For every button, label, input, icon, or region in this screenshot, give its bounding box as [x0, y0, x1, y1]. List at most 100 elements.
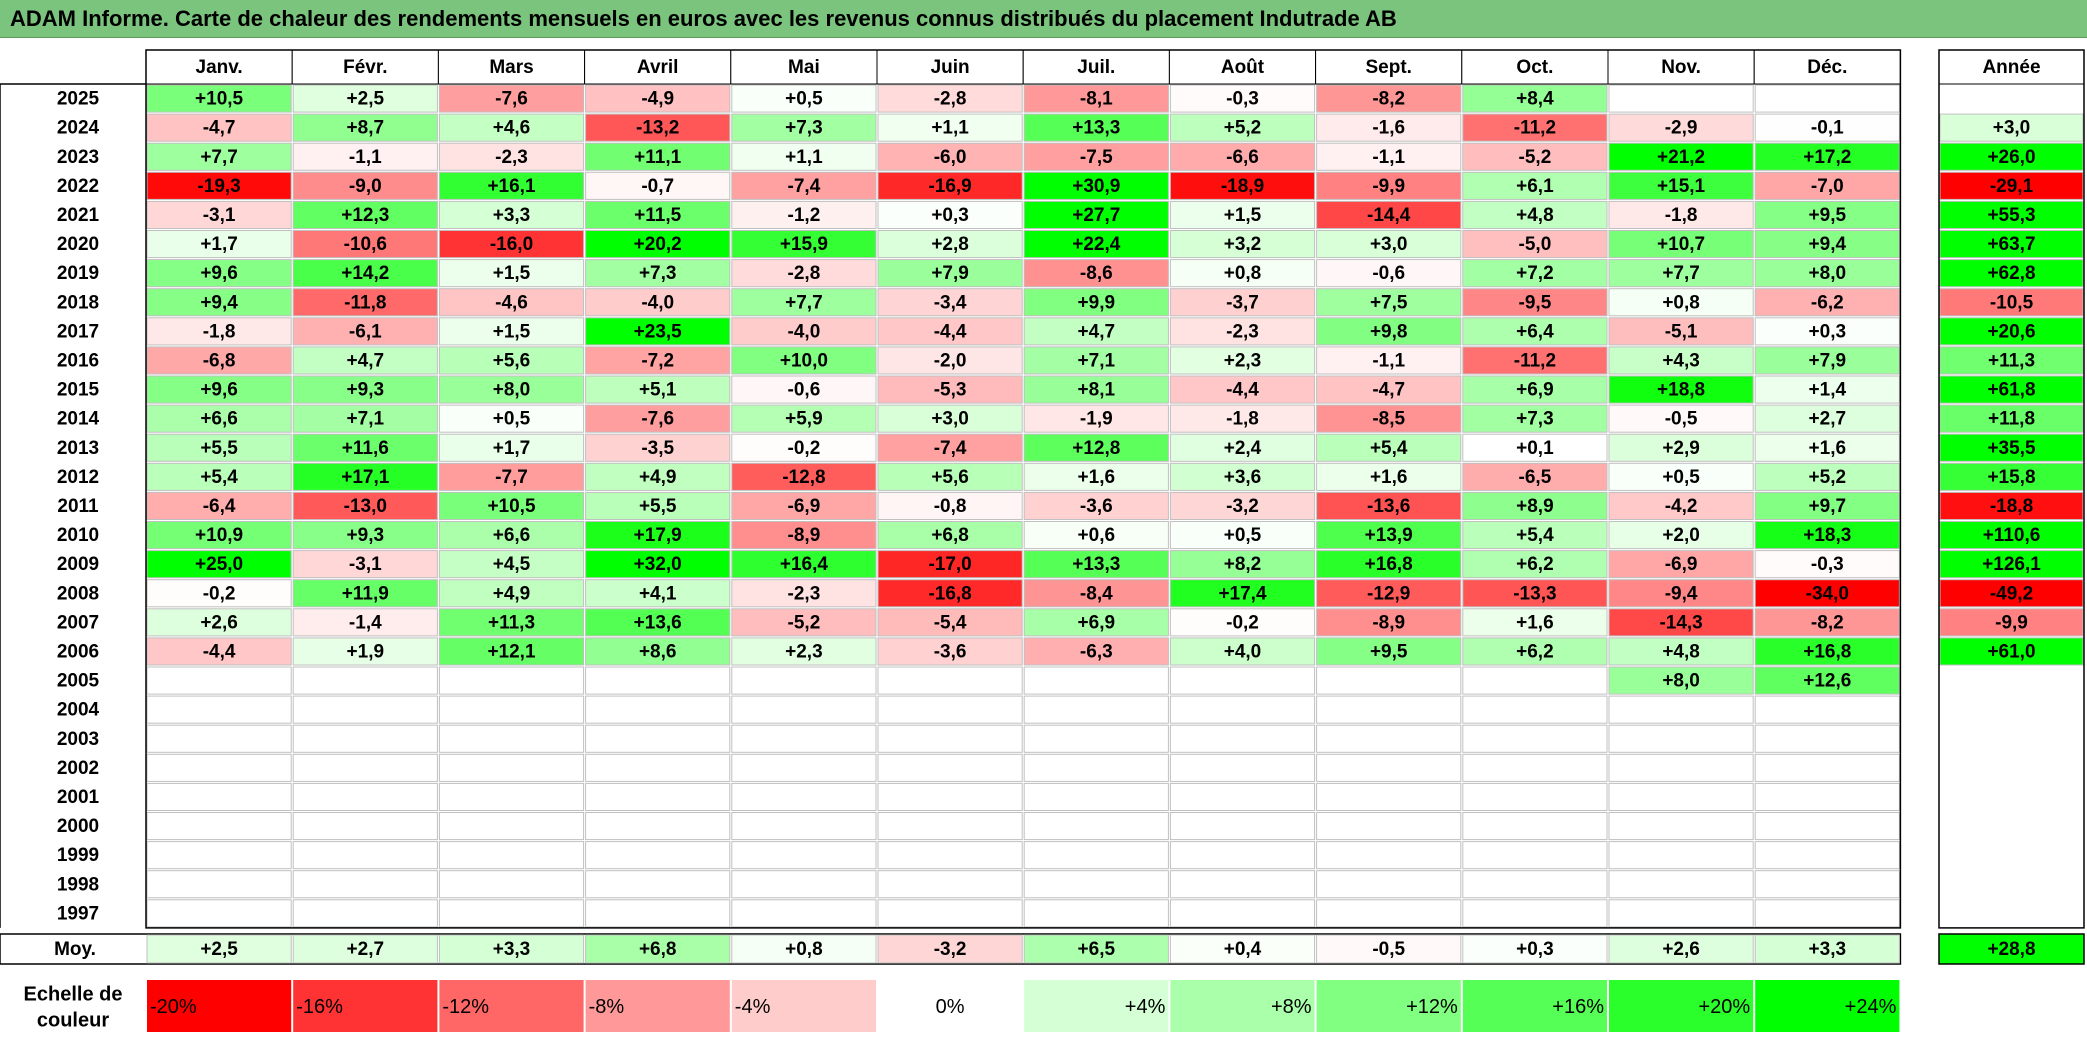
annual-cell — [1940, 85, 2083, 113]
average-cell — [292, 934, 438, 964]
heatmap-cell — [438, 782, 585, 812]
cell-value-label: +4,8 — [1662, 641, 1700, 662]
heatmap-cell — [1169, 113, 1316, 142]
cell-value-label: +11,3 — [488, 612, 535, 633]
cell-value-label: -5,3 — [934, 380, 967, 401]
row-year-label: 2011 — [57, 496, 99, 517]
annual-cell — [1939, 200, 2084, 229]
heatmap-cell — [1169, 579, 1316, 608]
heatmap-cell — [1462, 259, 1608, 288]
heatmap-cell — [731, 113, 877, 142]
heatmap-cell — [292, 259, 438, 288]
cell-value-label: +4,3 — [1662, 350, 1700, 371]
cell-value-label: +1,7 — [200, 234, 238, 255]
heatmap-cell — [877, 608, 1023, 637]
cell-value-label: +4,9 — [639, 467, 677, 488]
cell-value-label: +5,2 — [1809, 467, 1847, 488]
heatmap-cell — [1169, 753, 1316, 782]
annual-cell — [1940, 754, 2083, 782]
cell-value-label: +7,3 — [785, 118, 823, 139]
heatmap-cell — [1316, 171, 1462, 200]
heatmap-cell — [1462, 899, 1608, 928]
average-value-label: +2,7 — [347, 939, 385, 960]
cell-value-label: +9,3 — [347, 525, 385, 546]
average-annual-label: +28,8 — [1987, 939, 2035, 960]
row-year-label: 2003 — [57, 729, 99, 750]
heatmap-cell — [1754, 812, 1900, 841]
annual-cell — [1940, 725, 2083, 753]
row-year-label: 2014 — [57, 409, 100, 430]
color-scale-step-label: +4% — [1125, 996, 1166, 1018]
heatmap-cell — [1754, 782, 1900, 812]
heatmap-cell — [1316, 113, 1462, 142]
heatmap-cell — [1462, 171, 1608, 200]
average-value-label: +3,3 — [493, 939, 531, 960]
heatmap-cell — [1608, 491, 1754, 520]
heatmap-cell — [731, 782, 877, 812]
heatmap-cell — [1316, 317, 1462, 346]
cell-value-label: -4,0 — [641, 292, 674, 313]
heatmap-cell — [146, 84, 292, 113]
color-scale-step-label: -20% — [150, 996, 197, 1018]
cell-value-label: +0,1 — [1516, 438, 1554, 459]
cell-value-label: +10,5 — [195, 89, 244, 110]
heatmap-cell — [1023, 521, 1169, 550]
cell-value-label: +11,5 — [634, 205, 681, 226]
heatmap-cell — [146, 433, 292, 462]
heatmap-cell — [1608, 753, 1754, 782]
annual-header-cell — [1938, 49, 2085, 85]
heatmap-cell — [1754, 550, 1900, 579]
heatmap-cell — [146, 637, 292, 666]
month-header-label: Déc. — [1807, 57, 1847, 78]
average-cell — [1316, 934, 1462, 964]
cell-value-label: -5,4 — [934, 612, 967, 633]
cell-value-label: +3,0 — [1370, 234, 1408, 255]
average-value-label: +6,5 — [1078, 939, 1116, 960]
cell-value-label: +12,3 — [341, 205, 389, 226]
heatmap-cell — [731, 200, 877, 229]
color-scale-swatch — [1024, 980, 1169, 1032]
heatmap-cell — [292, 724, 438, 753]
cell-value-label: -7,4 — [788, 176, 821, 197]
cell-value-label: +12,1 — [487, 641, 536, 662]
heatmap-cell — [146, 782, 292, 812]
annual-cell — [1939, 346, 2084, 375]
heatmap-cell — [877, 491, 1023, 520]
heatmap-cell — [1754, 695, 1900, 724]
heatmap-cell — [585, 491, 731, 520]
heatmap-cell — [731, 666, 877, 695]
heatmap-cell — [292, 200, 438, 229]
cell-value-label: +6,6 — [200, 409, 238, 430]
annual-cell — [1939, 550, 2084, 579]
color-scale-swatch — [1609, 980, 1754, 1032]
heatmap-cell — [1023, 782, 1169, 812]
heatmap-cell — [1023, 637, 1169, 666]
annual-cell — [1939, 113, 2084, 142]
heatmap-cell — [731, 346, 877, 375]
heatmap-cell — [585, 230, 731, 259]
cell-value-label: +2,9 — [1662, 438, 1700, 459]
heatmap-cell — [1169, 288, 1316, 317]
cell-value-label: +16,1 — [487, 176, 536, 197]
month-header-label: Juil. — [1077, 57, 1115, 78]
heatmap-cell — [585, 346, 731, 375]
cell-value-label: -6,4 — [203, 496, 236, 517]
annual-cell — [1939, 608, 2084, 637]
cell-value-label: -13,6 — [1367, 496, 1410, 517]
heatmap-cell — [1023, 695, 1169, 724]
heatmap-cell — [438, 841, 585, 870]
cell-value-label: +13,3 — [1072, 118, 1120, 139]
cell-value-label: -5,1 — [1665, 321, 1698, 342]
heatmap-cell — [438, 491, 585, 520]
heatmap-cell — [438, 870, 585, 899]
heatmap-cell — [1316, 346, 1462, 375]
heatmap-cell — [731, 724, 877, 753]
annual-cell — [1940, 870, 2083, 898]
cell-value-label: +0,5 — [493, 409, 531, 430]
heatmap-cell — [1754, 724, 1900, 753]
cell-value-label: +2,3 — [1224, 350, 1262, 371]
row-year-label: 1999 — [57, 845, 99, 866]
annual-value-label: +62,8 — [1987, 263, 2035, 284]
cell-value-label: +8,4 — [1516, 89, 1554, 110]
cell-value-label: +7,7 — [1662, 263, 1700, 284]
